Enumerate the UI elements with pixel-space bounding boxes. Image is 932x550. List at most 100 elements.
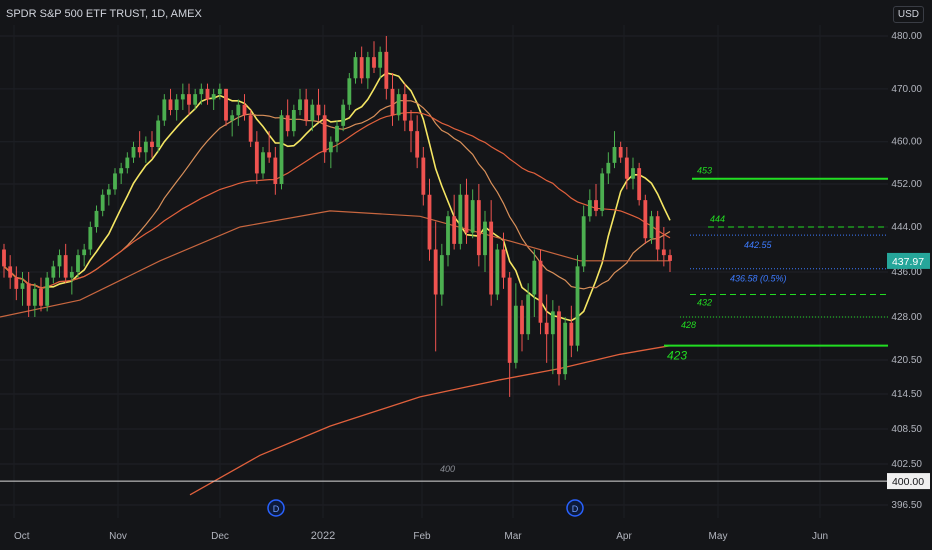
candle xyxy=(618,147,623,158)
candle xyxy=(45,277,50,306)
y-tick-label: 414.50 xyxy=(891,389,922,400)
candle xyxy=(82,249,87,256)
candle xyxy=(125,157,130,169)
dividend-marker-label: D xyxy=(572,504,579,514)
candle xyxy=(341,104,346,126)
candle xyxy=(63,255,68,278)
level-label-423: 423 xyxy=(667,349,687,363)
candle xyxy=(279,115,284,184)
candle xyxy=(643,200,648,239)
candle xyxy=(310,104,315,121)
candles xyxy=(2,36,672,397)
y-tick-label: 452.00 xyxy=(891,179,922,190)
x-tick-label: Mar xyxy=(504,531,522,542)
candle xyxy=(421,157,426,195)
candle xyxy=(483,221,487,256)
candle xyxy=(427,194,432,250)
candle xyxy=(532,260,537,295)
dividend-marker-label: D xyxy=(273,504,280,514)
y-tick-label: 402.50 xyxy=(891,459,922,470)
candle xyxy=(600,173,605,211)
currency-selector[interactable]: USD xyxy=(892,6,924,23)
candle xyxy=(649,216,654,239)
candle xyxy=(156,120,161,147)
candle xyxy=(273,157,278,184)
candle xyxy=(119,168,124,174)
candle xyxy=(261,152,265,174)
candle xyxy=(439,255,444,295)
candle xyxy=(298,99,302,110)
candle xyxy=(211,94,216,100)
candle xyxy=(507,277,512,363)
candle xyxy=(396,94,401,116)
candle xyxy=(526,294,531,335)
candle xyxy=(26,283,31,306)
candle xyxy=(106,189,111,195)
y-tick-label: 420.50 xyxy=(891,355,922,366)
candle xyxy=(372,57,376,68)
candle xyxy=(520,305,524,335)
candle xyxy=(174,99,179,110)
candle xyxy=(113,173,117,190)
x-tick-label: Apr xyxy=(616,531,632,542)
candle xyxy=(661,249,666,256)
candle xyxy=(248,115,253,142)
candle xyxy=(433,249,438,295)
candle xyxy=(328,141,333,153)
x-tick-label: Oct xyxy=(14,531,30,542)
moving-averages xyxy=(0,72,671,496)
candle xyxy=(199,88,204,95)
y-tick-label: 444.00 xyxy=(891,222,922,233)
candle xyxy=(335,125,339,142)
x-tick-label: Dec xyxy=(211,531,229,542)
candle xyxy=(606,162,611,174)
candle xyxy=(612,147,617,163)
candle xyxy=(587,200,592,217)
y-tick-label: 436.00 xyxy=(891,267,922,278)
level-label-442.55: 442.55 xyxy=(744,240,773,250)
candle xyxy=(347,78,352,105)
candle xyxy=(168,99,173,110)
candle xyxy=(458,194,463,244)
candle xyxy=(563,322,568,375)
candle xyxy=(100,194,105,211)
ma-200-line xyxy=(189,345,671,496)
candle xyxy=(495,249,500,295)
dividend-marker xyxy=(566,499,584,517)
y-tick-label: 480.00 xyxy=(891,31,922,42)
candle xyxy=(57,255,62,267)
candle xyxy=(489,221,494,295)
y-tick-label: 428.00 xyxy=(891,312,922,323)
candle xyxy=(316,104,321,116)
candle xyxy=(513,305,518,363)
candle xyxy=(581,216,586,267)
candle xyxy=(94,210,99,227)
candle xyxy=(8,266,13,278)
candle xyxy=(76,255,80,272)
candle xyxy=(538,260,543,323)
candle xyxy=(304,99,309,121)
x-tick-label: 2022 xyxy=(311,530,335,542)
candle xyxy=(131,147,136,158)
candle xyxy=(378,51,383,68)
level-400-label: 400.00 xyxy=(892,476,924,488)
y-tick-label: 460.00 xyxy=(891,137,922,148)
level-400-annotation: 400 xyxy=(440,464,455,474)
candle xyxy=(32,288,37,306)
candle xyxy=(353,57,358,79)
grid xyxy=(0,25,888,518)
candle xyxy=(569,322,574,346)
candle xyxy=(415,131,420,158)
candle xyxy=(205,88,210,100)
last-price-label: 437.97 xyxy=(892,256,924,268)
candle xyxy=(550,311,555,335)
candle xyxy=(224,88,228,121)
candle xyxy=(594,200,598,211)
ma-100-line xyxy=(0,210,670,318)
candle xyxy=(402,94,407,121)
level-label-444: 444 xyxy=(710,214,725,224)
candle xyxy=(267,152,272,158)
candle xyxy=(39,288,43,306)
candle xyxy=(69,272,74,278)
